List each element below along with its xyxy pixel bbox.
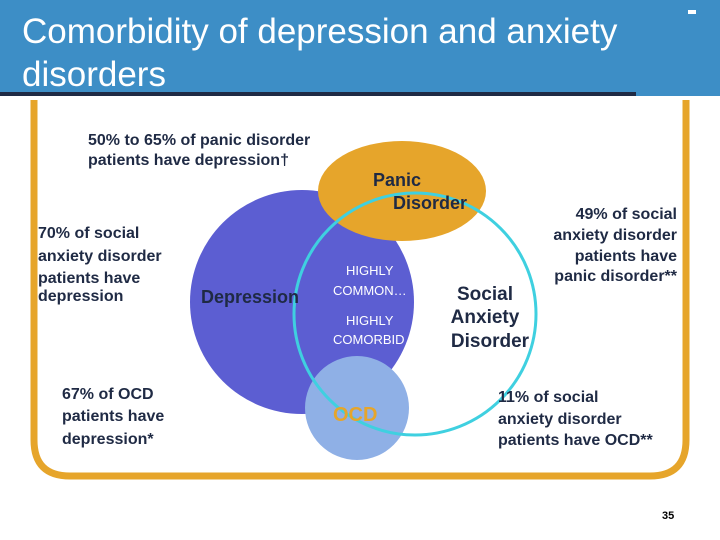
highly-comorbid-line1: HIGHLY [346, 313, 394, 328]
social-anxiety-label-line3: Disorder [450, 331, 530, 352]
ocd-circle [305, 356, 409, 460]
depression-label: Depression [201, 287, 300, 307]
social-anxiety-circle [292, 191, 538, 437]
social-anxiety-label-line1: Social [457, 284, 513, 305]
ocd-label: OCD [333, 404, 378, 426]
page-number: 35 [662, 510, 675, 522]
panic-disorder-ellipse [318, 141, 486, 241]
highly-common-line1: HIGHLY [346, 263, 394, 278]
social-anxiety-label-line2: Anxiety [450, 307, 520, 328]
panic-disorder-label-line1: Panic [373, 170, 422, 190]
highly-comorbid-line2: COMORBID [333, 332, 405, 347]
panic-disorder-label-line2: Disorder [393, 193, 468, 213]
title-bar [0, 0, 720, 96]
content-frame [30, 100, 690, 480]
slide-title: Comorbidity of depression and anxiety di… [22, 12, 618, 94]
title-underline [0, 92, 636, 96]
title-tick [688, 10, 696, 14]
highly-common-line2: COMMON… [333, 283, 407, 298]
